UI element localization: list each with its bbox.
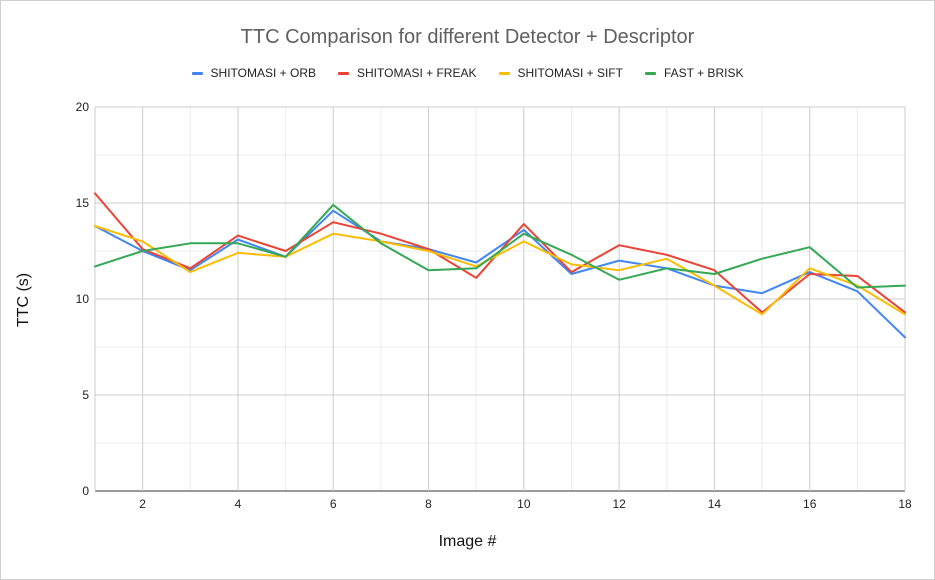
legend-swatch-series-1: [191, 71, 203, 75]
x-tick-label: 14: [708, 497, 722, 511]
x-axis-label: Image #: [438, 533, 497, 550]
chart-legend: SHITOMASI + ORB SHITOMASI + FREAK SHITOM…: [0, 66, 935, 80]
series-line-4: [94, 203, 906, 289]
series-line-1: [94, 209, 906, 339]
legend-label-series-1: SHITOMASI + ORB: [210, 66, 317, 80]
x-tick-label: 18: [898, 497, 912, 511]
x-tick-label: 12: [612, 497, 626, 511]
legend-swatch-series-4: [644, 71, 656, 75]
legend-item-series-1[interactable]: SHITOMASI + ORB: [191, 66, 317, 80]
x-tick-label: 4: [235, 497, 242, 511]
x-tick-label: 2: [139, 497, 146, 511]
legend-item-series-2[interactable]: SHITOMASI + FREAK: [338, 66, 477, 80]
series-line-3: [94, 225, 906, 316]
legend-label-series-2: SHITOMASI + FREAK: [357, 66, 477, 80]
x-tick-label: 16: [803, 497, 817, 511]
y-tick-label: 5: [82, 388, 89, 402]
chart-title: TTC Comparison for different Detector + …: [240, 26, 695, 48]
y-tick-label: 20: [76, 100, 90, 114]
x-tick-label: 6: [330, 497, 337, 511]
legend-label-series-3: SHITOMASI + SIFT: [517, 66, 623, 80]
legend-swatch-series-3: [498, 71, 510, 75]
x-tick-label: 8: [425, 497, 432, 511]
y-tick-label: 10: [76, 292, 90, 306]
legend-label-series-4: FAST + BRISK: [663, 66, 744, 80]
y-tick-label: 0: [82, 484, 89, 498]
x-tick-label: 10: [517, 497, 531, 511]
legend-swatch-series-2: [338, 71, 350, 75]
y-tick-label: 15: [76, 196, 90, 210]
legend-item-series-3[interactable]: SHITOMASI + SIFT: [498, 66, 623, 80]
legend-item-series-4[interactable]: FAST + BRISK: [644, 66, 744, 80]
